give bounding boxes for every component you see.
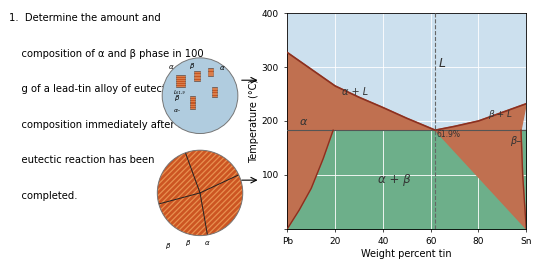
Text: β + L: β + L <box>488 110 512 119</box>
Circle shape <box>162 58 238 134</box>
Text: α + L: α + L <box>342 87 368 97</box>
Bar <box>208 68 213 76</box>
Text: α–: α– <box>175 108 182 113</box>
Text: β: β <box>175 95 179 101</box>
Text: composition of α and β phase in 100: composition of α and β phase in 100 <box>9 49 204 59</box>
Text: α + β: α + β <box>378 173 411 186</box>
Text: β: β <box>185 240 190 246</box>
Text: g of a lead-tin alloy of eutectic: g of a lead-tin alloy of eutectic <box>9 84 175 94</box>
Text: β: β <box>188 63 193 69</box>
Bar <box>194 72 200 80</box>
Text: β: β <box>165 244 170 249</box>
Bar <box>176 75 185 87</box>
Text: L: L <box>439 57 446 70</box>
Text: composition immediately after the: composition immediately after the <box>9 120 194 130</box>
Text: completed.: completed. <box>9 191 77 201</box>
Text: eutectic reaction has been: eutectic reaction has been <box>9 155 155 165</box>
Circle shape <box>157 150 243 236</box>
Bar <box>212 87 217 97</box>
Polygon shape <box>435 104 526 229</box>
Y-axis label: Temperature (°C): Temperature (°C) <box>249 79 259 163</box>
Text: α: α <box>299 117 307 127</box>
Text: α: α <box>205 240 210 246</box>
X-axis label: Weight percent tin: Weight percent tin <box>361 249 452 259</box>
Text: L₆₁.₉: L₆₁.₉ <box>175 90 186 95</box>
Text: β–: β– <box>510 136 521 146</box>
Text: 1.  Determine the amount and: 1. Determine the amount and <box>9 13 161 23</box>
Text: α: α <box>169 64 173 70</box>
Text: 61.9%: 61.9% <box>437 130 461 139</box>
Polygon shape <box>287 53 435 229</box>
Text: α: α <box>220 65 224 71</box>
Bar <box>190 96 195 109</box>
